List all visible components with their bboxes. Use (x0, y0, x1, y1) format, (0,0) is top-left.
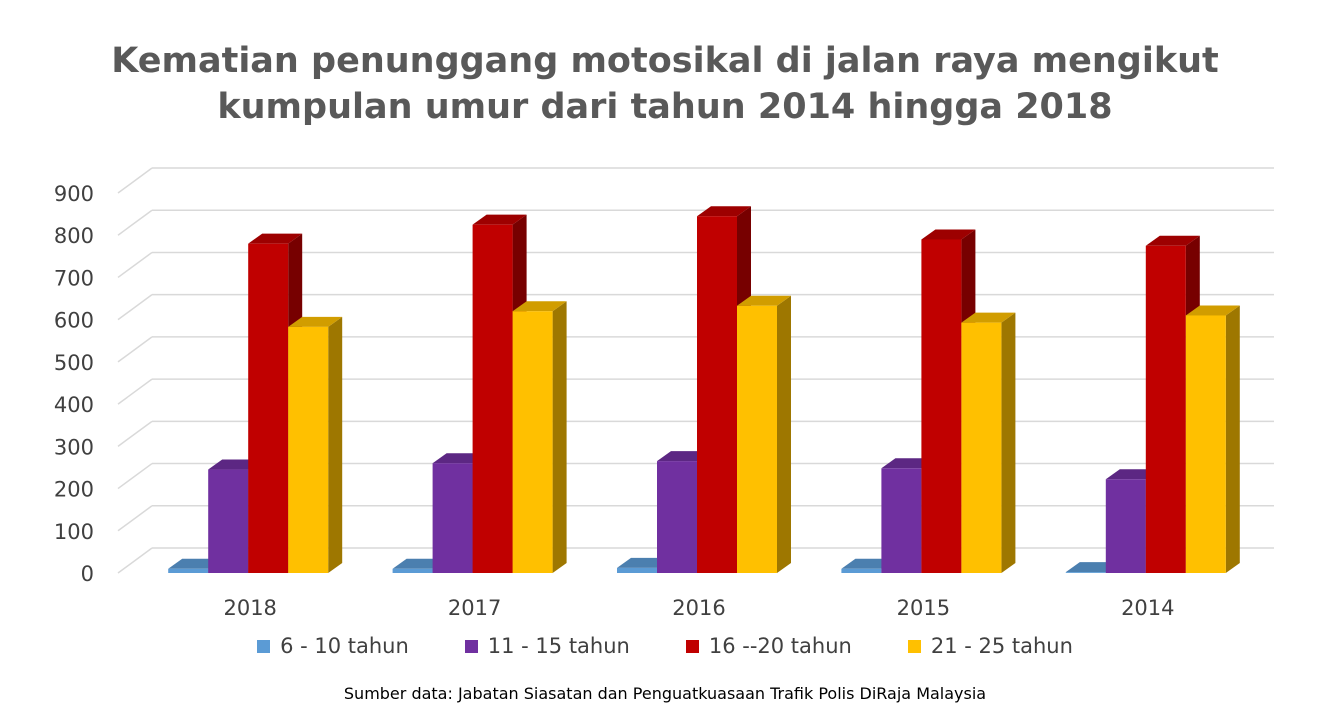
legend-label: 6 - 10 tahun (280, 634, 409, 658)
bar-front (1105, 479, 1146, 573)
source-note: Sumber data: Jabatan Siasatan dan Pengua… (343, 684, 987, 703)
bar-top (1185, 305, 1240, 316)
gridline-side (117, 167, 153, 194)
bar-top (921, 229, 976, 240)
x-category-label: 2016 (672, 596, 725, 620)
bar-front (1145, 245, 1186, 573)
legend-item[interactable]: 16 --20 tahun (685, 634, 852, 658)
bar-side (328, 316, 343, 573)
bar-side (777, 295, 791, 573)
bar-front (1185, 315, 1226, 573)
gridline-side (117, 378, 153, 405)
bar-front (512, 311, 553, 573)
bar-top (697, 206, 751, 217)
bar-top (512, 301, 567, 312)
y-axis-ticks: 0 100 200 300 400 500 600 700 800 900 (54, 182, 94, 586)
y-tick-label: 800 (54, 224, 94, 248)
legend-item[interactable]: 21 - 25 tahun (907, 634, 1073, 658)
bar-front (961, 322, 1002, 573)
legend: 6 - 10 tahun 11 - 15 tahun 16 --20 tahun… (0, 634, 1330, 658)
bar-side (1225, 305, 1240, 573)
gridline-side (117, 209, 153, 236)
chart-title-line-2: kumpulan umur dari tahun 2014 hingga 201… (217, 87, 1113, 127)
x-category-label: 2017 (448, 596, 501, 620)
gridline-side (117, 462, 153, 490)
legend-label: 11 - 15 tahun (487, 634, 630, 658)
bar-top (737, 295, 791, 306)
y-tick-label: 500 (54, 351, 94, 375)
bar-front (208, 469, 249, 573)
bar-front (432, 463, 473, 573)
bar-top (288, 316, 343, 327)
gridline-side (117, 505, 153, 532)
bar-top (472, 214, 527, 225)
bars (168, 206, 1240, 573)
gridline-side (117, 251, 153, 279)
bar (512, 301, 567, 573)
y-tick-label: 100 (54, 520, 94, 544)
x-category-label: 2015 (897, 596, 950, 620)
bar-front (288, 326, 329, 573)
bar-front (472, 224, 513, 573)
legend-swatch (257, 639, 271, 653)
bar (737, 295, 791, 573)
bar-front (392, 568, 433, 573)
chart-title: Kematian penunggang motosikal di jalan r… (0, 38, 1330, 130)
legend-swatch (685, 639, 699, 653)
legend-label: 16 --20 tahun (708, 634, 852, 658)
legend-swatch (907, 639, 921, 653)
legend-swatch (464, 639, 478, 653)
y-tick-label: 700 (54, 266, 94, 290)
bar (288, 316, 343, 573)
chart-title-line-1: Kematian penunggang motosikal di jalan r… (111, 41, 1219, 81)
gridline-side (117, 420, 153, 447)
bar-front (248, 243, 289, 573)
bar-side (1001, 312, 1016, 573)
bar-front (881, 468, 922, 573)
bar-front (921, 239, 962, 573)
bar-side (552, 301, 567, 573)
bar (1185, 305, 1240, 573)
bar-front (617, 567, 657, 573)
legend-label: 21 - 25 tahun (930, 634, 1073, 658)
gridline-side (117, 294, 153, 321)
legend-item[interactable]: 11 - 15 tahun (464, 634, 630, 658)
y-tick-label: 900 (54, 182, 94, 206)
bar-front (737, 305, 777, 573)
y-tick-label: 600 (54, 309, 94, 333)
y-tick-label: 200 (54, 478, 94, 502)
legend-item[interactable]: 6 - 10 tahun (257, 634, 409, 658)
bar-front (841, 568, 882, 573)
bar-top (248, 233, 303, 244)
bar-top (1145, 235, 1200, 246)
bar-front (1065, 572, 1106, 573)
x-axis-categories: 2018 2017 2016 2015 2014 (223, 596, 1174, 620)
bar (961, 312, 1016, 573)
bar-front (697, 216, 737, 573)
y-tick-label: 400 (54, 393, 94, 417)
y-tick-label: 0 (81, 562, 94, 586)
x-category-label: 2018 (223, 596, 276, 620)
bar-front (168, 568, 209, 573)
gridline-side (117, 547, 153, 574)
x-category-label: 2014 (1121, 596, 1174, 620)
y-tick-label: 300 (54, 435, 94, 459)
gridline-side (117, 336, 153, 363)
bar-top (961, 312, 1016, 323)
bar-front (657, 461, 697, 573)
